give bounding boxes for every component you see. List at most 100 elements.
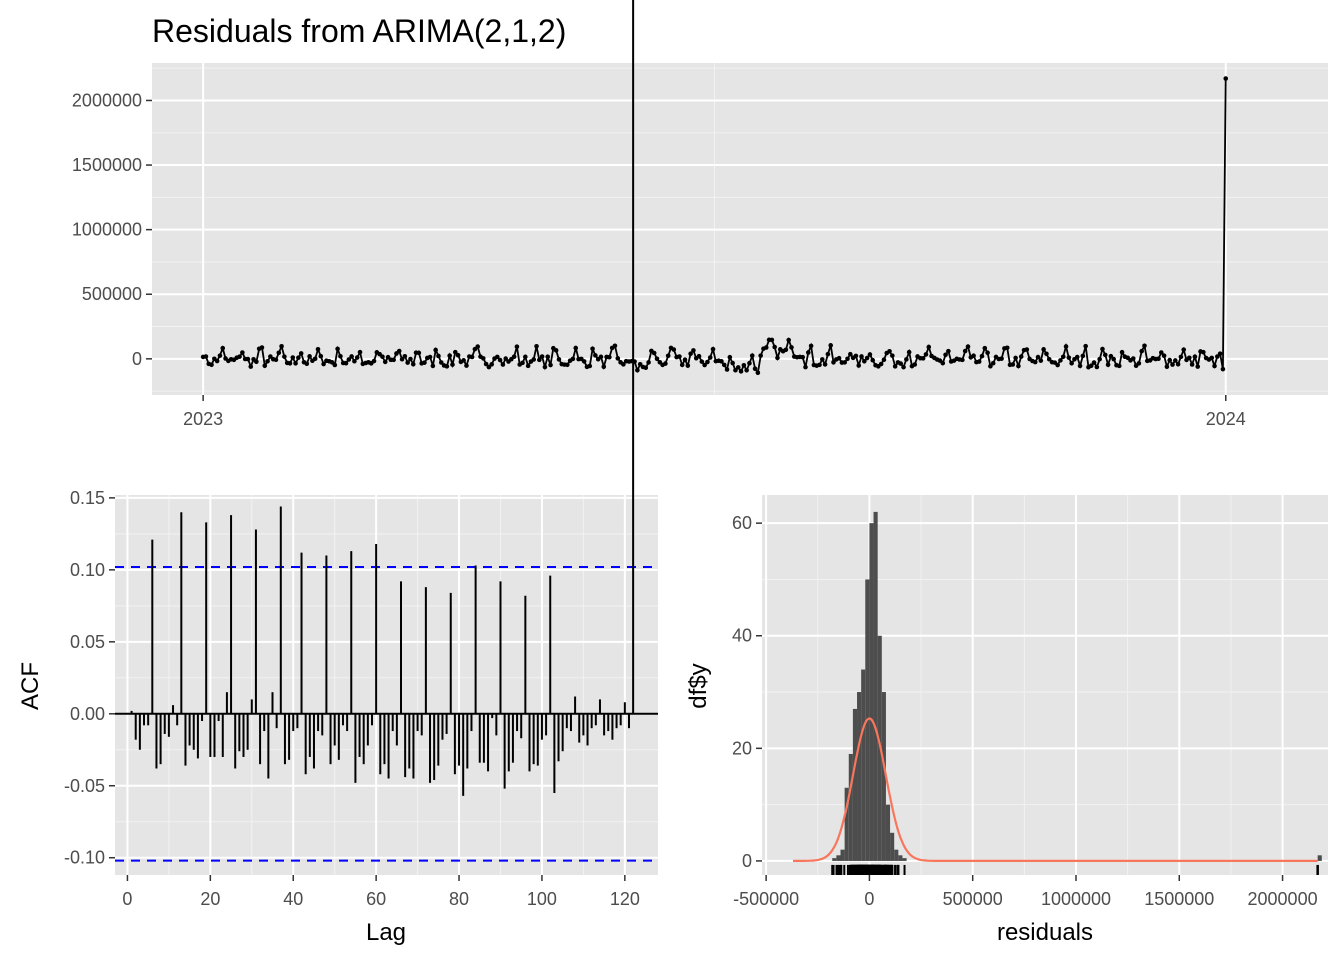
residual-point [825, 351, 831, 357]
residual-point [248, 364, 254, 369]
residual-point [534, 343, 539, 349]
residual-point [455, 352, 461, 358]
residual-point [1119, 349, 1125, 355]
residual-point [808, 343, 814, 349]
residual-point [354, 355, 360, 360]
residual-point [259, 345, 265, 350]
histogram-axis-ticks: 0 20 40 60 -500000 0 500000 1000000 1500000 20000… [732, 513, 1318, 909]
residual-point [1080, 353, 1086, 359]
residual-point [495, 354, 500, 360]
residual-point [444, 364, 450, 369]
top-y-tick-label: 1000000 [72, 220, 142, 240]
residual-point [1018, 354, 1024, 359]
residual-point [654, 356, 660, 362]
residual-point [710, 346, 716, 352]
residual-point [836, 355, 842, 361]
hist-x-tick-label: 500000 [943, 889, 1003, 909]
residual-point [371, 358, 377, 364]
acf-y-axis-title: ACF [17, 662, 44, 710]
residual-point [565, 362, 570, 368]
acf-y-tick-label: -0.05 [64, 776, 105, 796]
residual-point [531, 357, 537, 362]
residual-point [615, 356, 621, 361]
acf-x-tick-label: 100 [527, 889, 557, 909]
residual-point [688, 351, 693, 356]
residual-point [749, 353, 755, 358]
residual-point [982, 345, 988, 351]
residual-point [1201, 349, 1206, 355]
residual-point [920, 356, 926, 361]
residual-point [304, 361, 310, 367]
residual-point [679, 362, 685, 368]
residual-point [988, 364, 993, 369]
residual-point [828, 343, 834, 348]
residual-point [856, 363, 862, 368]
residual-point [738, 369, 744, 374]
hist-x-tick-label: -500000 [733, 889, 799, 909]
histogram-bar [902, 858, 907, 861]
residual-point [282, 354, 287, 359]
residual-point [399, 356, 405, 362]
density-curve [793, 717, 1318, 862]
acf-x-tick-label: 60 [366, 889, 386, 909]
residual-point [315, 346, 321, 352]
residual-point [1212, 363, 1217, 369]
top-y-tick-label: 0 [132, 349, 142, 369]
residual-point [859, 354, 864, 359]
residual-point [237, 354, 242, 359]
residual-point [735, 365, 741, 370]
residual-point [1167, 357, 1173, 363]
residual-point [721, 362, 727, 368]
residual-point [391, 357, 396, 363]
residual-point [203, 354, 209, 359]
residual-point [273, 357, 279, 363]
residual-point [1170, 362, 1175, 367]
residual-point [1091, 360, 1097, 365]
residual-point [217, 353, 223, 358]
residual-point [1217, 351, 1223, 356]
residual-point [254, 359, 259, 365]
residual-point [1220, 366, 1226, 372]
residual-point [590, 346, 595, 352]
hist-y-tick-label: 40 [732, 626, 752, 646]
residual-point [682, 357, 688, 363]
residual-point [537, 357, 542, 363]
residual-point [265, 358, 270, 364]
residual-point [553, 348, 559, 353]
residual-point [1058, 358, 1063, 363]
residual-point [209, 362, 214, 368]
residual-point [744, 368, 749, 373]
acf-x-tick-label: 80 [449, 889, 469, 909]
residual-point [545, 354, 551, 360]
residual-point [461, 358, 466, 363]
histogram-bar [852, 708, 858, 861]
residual-point [382, 359, 388, 365]
residual-point [352, 358, 357, 364]
hist-x-tick-label: 0 [864, 889, 874, 909]
residual-point [1044, 351, 1049, 357]
residual-point [696, 353, 702, 359]
residual-point [1097, 356, 1102, 362]
top-x-tick-label: 2023 [183, 409, 223, 429]
residual-point [1181, 347, 1187, 352]
residual-point [427, 354, 433, 360]
acf-x-axis-title: Lag [366, 919, 406, 946]
residual-point [601, 364, 607, 370]
residual-point [831, 360, 836, 365]
residual-point [307, 354, 312, 359]
residual-point [946, 348, 951, 354]
residual-point [450, 362, 455, 367]
histogram-bar [832, 858, 837, 861]
residual-point [1105, 362, 1111, 368]
acf-y-tick-label: -0.10 [64, 848, 105, 868]
residual-point [500, 362, 506, 367]
residual-point [520, 360, 525, 366]
residual-point [1142, 343, 1147, 349]
residual-point [677, 354, 682, 359]
top-chart-title: Residuals from ARIMA(2,1,2) [152, 13, 566, 49]
residual-point [548, 362, 553, 368]
residual-point [769, 337, 775, 343]
residual-point [663, 361, 668, 366]
residual-point [705, 359, 710, 365]
residual-point [408, 356, 413, 362]
